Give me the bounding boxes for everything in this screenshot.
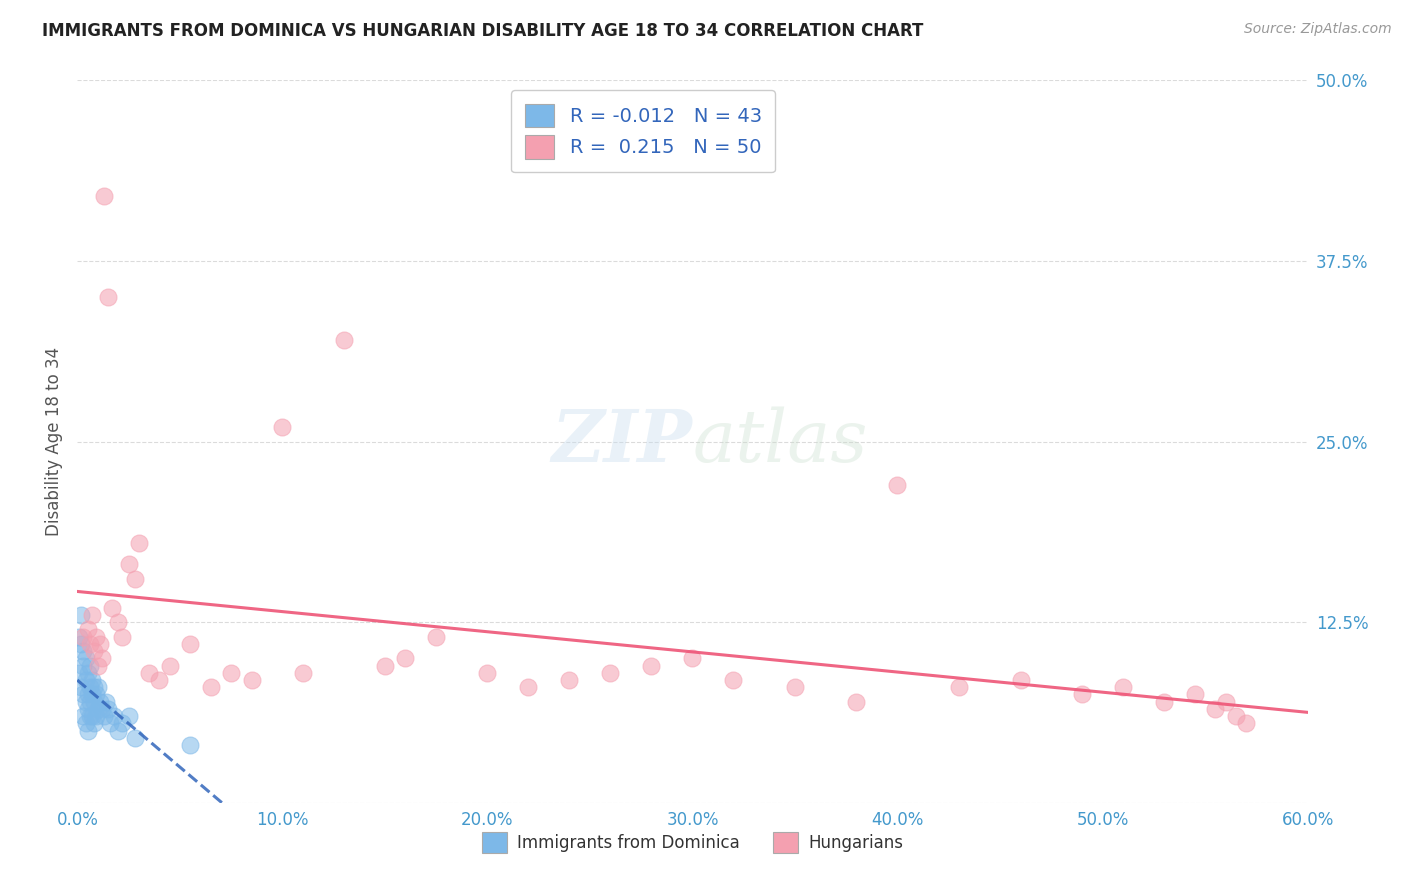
Point: [83, 680, 105, 694]
Point: [845, 695, 868, 709]
Text: Source: ZipAtlas.com: Source: ZipAtlas.com: [1244, 22, 1392, 37]
Point: [425, 630, 447, 644]
Point: [79, 695, 101, 709]
Text: IMMIGRANTS FROM DOMINICA VS HUNGARIAN DISABILITY AGE 18 TO 34 CORRELATION CHART: IMMIGRANTS FROM DOMINICA VS HUNGARIAN DI…: [42, 22, 924, 40]
Point: [76, 702, 98, 716]
Point: [87, 658, 110, 673]
Point: [97, 702, 120, 716]
Point: [90, 651, 114, 665]
Point: [70, 607, 93, 622]
Point: [271, 420, 294, 434]
Point: [67, 665, 90, 680]
Point: [83, 695, 105, 709]
Point: [80, 709, 103, 723]
Point: [83, 644, 105, 658]
Point: [682, 651, 704, 665]
Text: ZIP: ZIP: [551, 406, 693, 477]
Point: [723, 673, 745, 687]
Point: [124, 572, 146, 586]
Point: [558, 673, 581, 687]
Legend: Immigrants from Dominica, Hungarians: Immigrants from Dominica, Hungarians: [475, 826, 910, 860]
Point: [886, 478, 908, 492]
Point: [70, 637, 93, 651]
Point: [1184, 687, 1206, 701]
Point: [94, 695, 117, 709]
Point: [103, 709, 125, 723]
Point: [1010, 673, 1032, 687]
Point: [394, 651, 416, 665]
Point: [76, 723, 98, 738]
Point: [107, 615, 129, 630]
Point: [72, 709, 94, 723]
Point: [87, 680, 110, 694]
Point: [117, 558, 139, 572]
Point: [219, 665, 242, 680]
Point: [107, 723, 129, 738]
Point: [640, 658, 662, 673]
Point: [72, 644, 94, 658]
Point: [97, 290, 120, 304]
Point: [477, 665, 499, 680]
Point: [80, 687, 103, 701]
Point: [101, 600, 124, 615]
Point: [783, 680, 806, 694]
Point: [333, 334, 356, 348]
Point: [148, 673, 170, 687]
Point: [200, 680, 222, 694]
Point: [291, 665, 314, 680]
Point: [159, 658, 181, 673]
Point: [128, 535, 150, 549]
Point: [80, 607, 103, 622]
Point: [75, 695, 97, 709]
Point: [75, 673, 97, 687]
Point: [948, 680, 970, 694]
Point: [599, 665, 621, 680]
Point: [84, 709, 107, 723]
Point: [98, 716, 121, 731]
Point: [76, 665, 98, 680]
Point: [90, 702, 114, 716]
Point: [1204, 702, 1226, 716]
Point: [1234, 716, 1257, 731]
Point: [117, 709, 139, 723]
Point: [79, 637, 101, 651]
Point: [79, 680, 101, 694]
Point: [89, 637, 111, 651]
Point: [72, 687, 94, 701]
Point: [179, 637, 201, 651]
Point: [72, 658, 94, 673]
Point: [1215, 695, 1237, 709]
Point: [87, 702, 110, 716]
Point: [75, 651, 97, 665]
Point: [93, 709, 115, 723]
Point: [240, 673, 263, 687]
Point: [111, 716, 134, 731]
Point: [374, 658, 396, 673]
Point: [138, 665, 160, 680]
Point: [83, 716, 105, 731]
Point: [79, 658, 101, 673]
Point: [70, 680, 93, 694]
Point: [72, 630, 94, 644]
Text: atlas: atlas: [693, 406, 868, 477]
Y-axis label: Disability Age 18 to 34: Disability Age 18 to 34: [45, 347, 63, 536]
Point: [80, 673, 103, 687]
Point: [1225, 709, 1247, 723]
Point: [1112, 680, 1135, 694]
Point: [75, 716, 97, 731]
Point: [89, 695, 111, 709]
Point: [76, 687, 98, 701]
Point: [84, 630, 107, 644]
Point: [84, 687, 107, 701]
Point: [1153, 695, 1175, 709]
Point: [79, 709, 101, 723]
Point: [93, 189, 115, 203]
Point: [179, 738, 201, 752]
Point: [124, 731, 146, 745]
Point: [1071, 687, 1094, 701]
Point: [67, 630, 90, 644]
Point: [76, 623, 98, 637]
Point: [517, 680, 540, 694]
Point: [111, 630, 134, 644]
